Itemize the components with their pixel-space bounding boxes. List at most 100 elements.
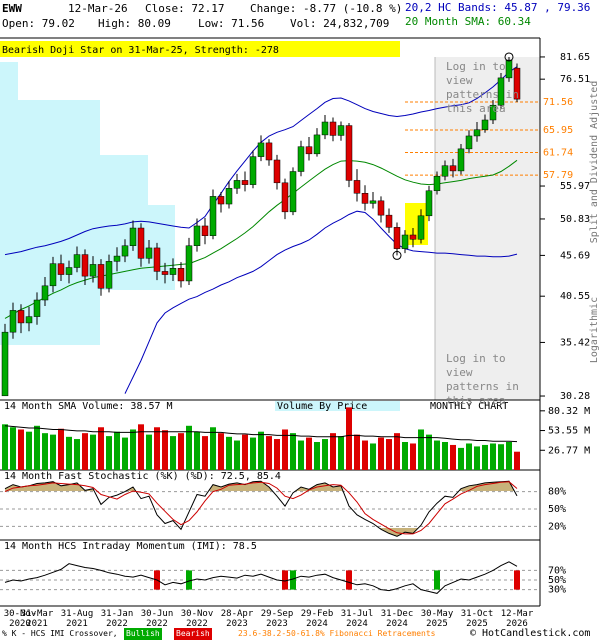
candle-body [33, 299, 41, 317]
candle-body [433, 175, 441, 192]
volume-bar [498, 444, 504, 470]
volume-bar [274, 439, 280, 470]
note: Logarithmic [589, 297, 600, 363]
volume-bar [482, 444, 488, 470]
candle-body [73, 254, 81, 268]
candle-body [177, 268, 185, 282]
candle-body [441, 165, 449, 177]
close: Close: 72.17 [145, 2, 224, 15]
volume-bar [10, 427, 16, 470]
candle-body [137, 227, 145, 259]
candle-body [305, 146, 313, 155]
candle-body [361, 193, 369, 204]
y-tick-label: 76.51 [560, 74, 590, 85]
volume-sma [4, 425, 518, 443]
candle-body [1, 331, 9, 397]
high: High: 80.09 [98, 17, 171, 30]
candle-body [425, 190, 433, 217]
y-tick-label: 50.83 [560, 214, 590, 225]
stoch-line [4, 480, 518, 537]
volume-bar [250, 437, 256, 470]
volume-bar [474, 446, 480, 470]
volume-bar [26, 431, 32, 470]
pattern-text: Bearish Doji Star on 31-Mar-25, Strength… [2, 45, 279, 56]
volume-bar [130, 429, 136, 470]
crossover-signal [290, 570, 296, 590]
candle-body [329, 121, 337, 136]
candle-body [385, 214, 393, 228]
candle-body [241, 180, 249, 185]
volume-bar [210, 427, 216, 470]
y-tick-label: 30.28 [560, 391, 590, 402]
volume-bar [258, 431, 264, 470]
volume-bar [194, 431, 200, 470]
x-tick-label: 31-Aug 2021 [60, 609, 94, 629]
volume-bar [138, 424, 144, 470]
volume-bar [266, 436, 272, 470]
footer-crossover: % K - HCS IMI Crossover, [2, 629, 118, 638]
candle-body [249, 156, 257, 185]
volume-bar [338, 436, 344, 470]
volume-bar [322, 439, 328, 470]
volume-bar [394, 433, 400, 470]
symbol: EWW [2, 2, 22, 15]
y-tick-label: 40.55 [560, 291, 590, 302]
fib-label: 61.74 [543, 147, 573, 158]
imi-line [4, 561, 518, 594]
volume-bar [426, 434, 432, 470]
candle-body [17, 310, 25, 324]
x-tick-label: 31-Mar 2021 [20, 609, 54, 629]
stoch-title: 14 Month Fast Stochastic (%K) (%D): 72.5… [4, 471, 281, 482]
volume-bar [42, 433, 48, 470]
candle-body [113, 255, 121, 262]
volume-by-price [0, 155, 148, 205]
x-tick-label: 30-Nov 2022 [180, 609, 214, 629]
candle-body [49, 263, 57, 287]
candle-body [281, 182, 289, 213]
legend-bands: 20,2 HC Bands: 45.87 , 79.36 [405, 1, 590, 14]
volume-bar [58, 428, 64, 470]
crossover-signal [514, 570, 520, 590]
x-tick-label: 12-Mar 2026 [500, 609, 534, 629]
y-tick-label: 50% [548, 575, 566, 586]
candle-body [57, 263, 65, 275]
candle-body [409, 234, 417, 240]
login-note: Log in to view patterns in this area [446, 352, 519, 407]
volume-bar [458, 447, 464, 470]
candle-body [289, 171, 297, 213]
fib-label: 71.56 [543, 97, 573, 108]
low: Low: 71.56 [198, 17, 264, 30]
sma-line [4, 159, 518, 319]
stoch-shade [179, 528, 419, 537]
volume-subtitle: Volume By Price [277, 401, 367, 412]
volume-bar [282, 429, 288, 470]
volume-bar [122, 437, 128, 470]
volume-bar [106, 436, 112, 470]
volume-bar [506, 442, 512, 470]
volume-bar [74, 439, 80, 470]
high-marker [504, 52, 514, 62]
x-tick-label: 30-May 2025 [420, 609, 454, 629]
candle-body [297, 146, 305, 172]
volume: Vol: 24,832,709 [290, 17, 389, 30]
y-tick-label: 80.32 M [548, 406, 590, 417]
candle-body [401, 234, 409, 249]
volume-bar [234, 440, 240, 470]
crossover-signal [282, 570, 288, 590]
candle-body [185, 245, 193, 282]
volume-bar [186, 425, 192, 470]
candle-body [481, 119, 489, 130]
candle-body [473, 129, 481, 137]
pattern-banner [0, 41, 400, 57]
legend-sma: 20 Month SMA: 60.34 [405, 15, 531, 28]
stoch-shade [5, 481, 515, 491]
fib-label: 65.95 [543, 125, 573, 136]
candle-body [497, 77, 505, 106]
login-note: Log in to view patterns in this area [446, 60, 519, 115]
volume-bar [146, 434, 152, 470]
candle-body [89, 264, 97, 277]
fib-label: 57.79 [543, 170, 573, 181]
volume-bar [450, 444, 456, 470]
band-lower [124, 210, 518, 394]
